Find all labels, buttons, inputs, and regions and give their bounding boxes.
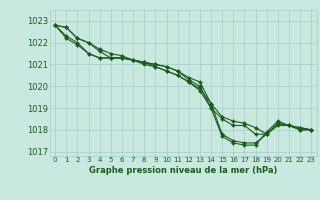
X-axis label: Graphe pression niveau de la mer (hPa): Graphe pression niveau de la mer (hPa): [89, 166, 277, 175]
